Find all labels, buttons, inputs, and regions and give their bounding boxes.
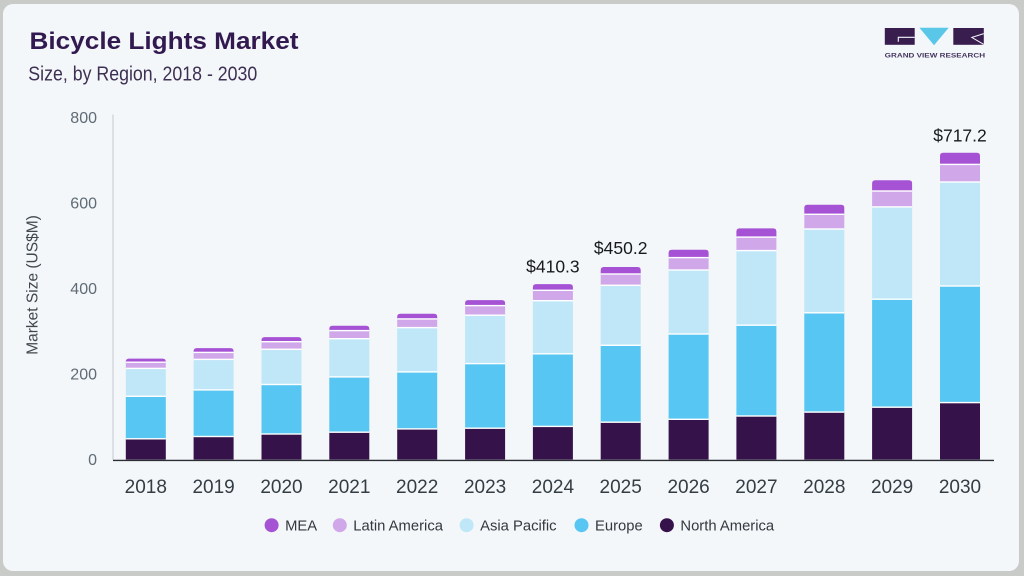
svg-text:2020: 2020 (260, 477, 302, 498)
svg-text:200: 200 (70, 367, 97, 384)
svg-text:$717.2: $717.2 (933, 125, 987, 145)
svg-text:GRAND VIEW RESEARCH: GRAND VIEW RESEARCH (885, 53, 986, 60)
svg-text:2021: 2021 (328, 477, 370, 498)
svg-text:2027: 2027 (735, 477, 777, 498)
svg-text:2022: 2022 (396, 477, 438, 498)
svg-text:Bicycle Lights Market: Bicycle Lights Market (30, 28, 299, 55)
svg-text:2023: 2023 (464, 477, 506, 498)
svg-text:MEA: MEA (285, 518, 317, 534)
svg-text:600: 600 (70, 195, 97, 212)
svg-text:Latin America: Latin America (353, 518, 443, 534)
svg-text:$450.2: $450.2 (594, 238, 648, 258)
svg-text:Asia Pacific: Asia Pacific (480, 518, 557, 534)
svg-text:Size, by Region, 2018 - 2030: Size, by Region, 2018 - 2030 (28, 64, 257, 86)
svg-text:2029: 2029 (871, 477, 913, 498)
svg-text:2030: 2030 (939, 477, 981, 498)
svg-text:800: 800 (70, 110, 97, 127)
svg-text:0: 0 (88, 452, 97, 469)
svg-text:2018: 2018 (125, 477, 167, 498)
svg-text:2025: 2025 (600, 477, 642, 498)
svg-text:$410.3: $410.3 (526, 257, 580, 277)
svg-text:400: 400 (70, 281, 97, 298)
svg-text:2019: 2019 (192, 477, 234, 498)
svg-text:2026: 2026 (667, 477, 709, 498)
svg-text:2028: 2028 (803, 477, 845, 498)
svg-text:2024: 2024 (532, 477, 575, 498)
svg-text:Europe: Europe (595, 518, 643, 534)
svg-text:North America: North America (680, 518, 775, 534)
svg-text:Market Size (US$M): Market Size (US$M) (25, 215, 42, 355)
